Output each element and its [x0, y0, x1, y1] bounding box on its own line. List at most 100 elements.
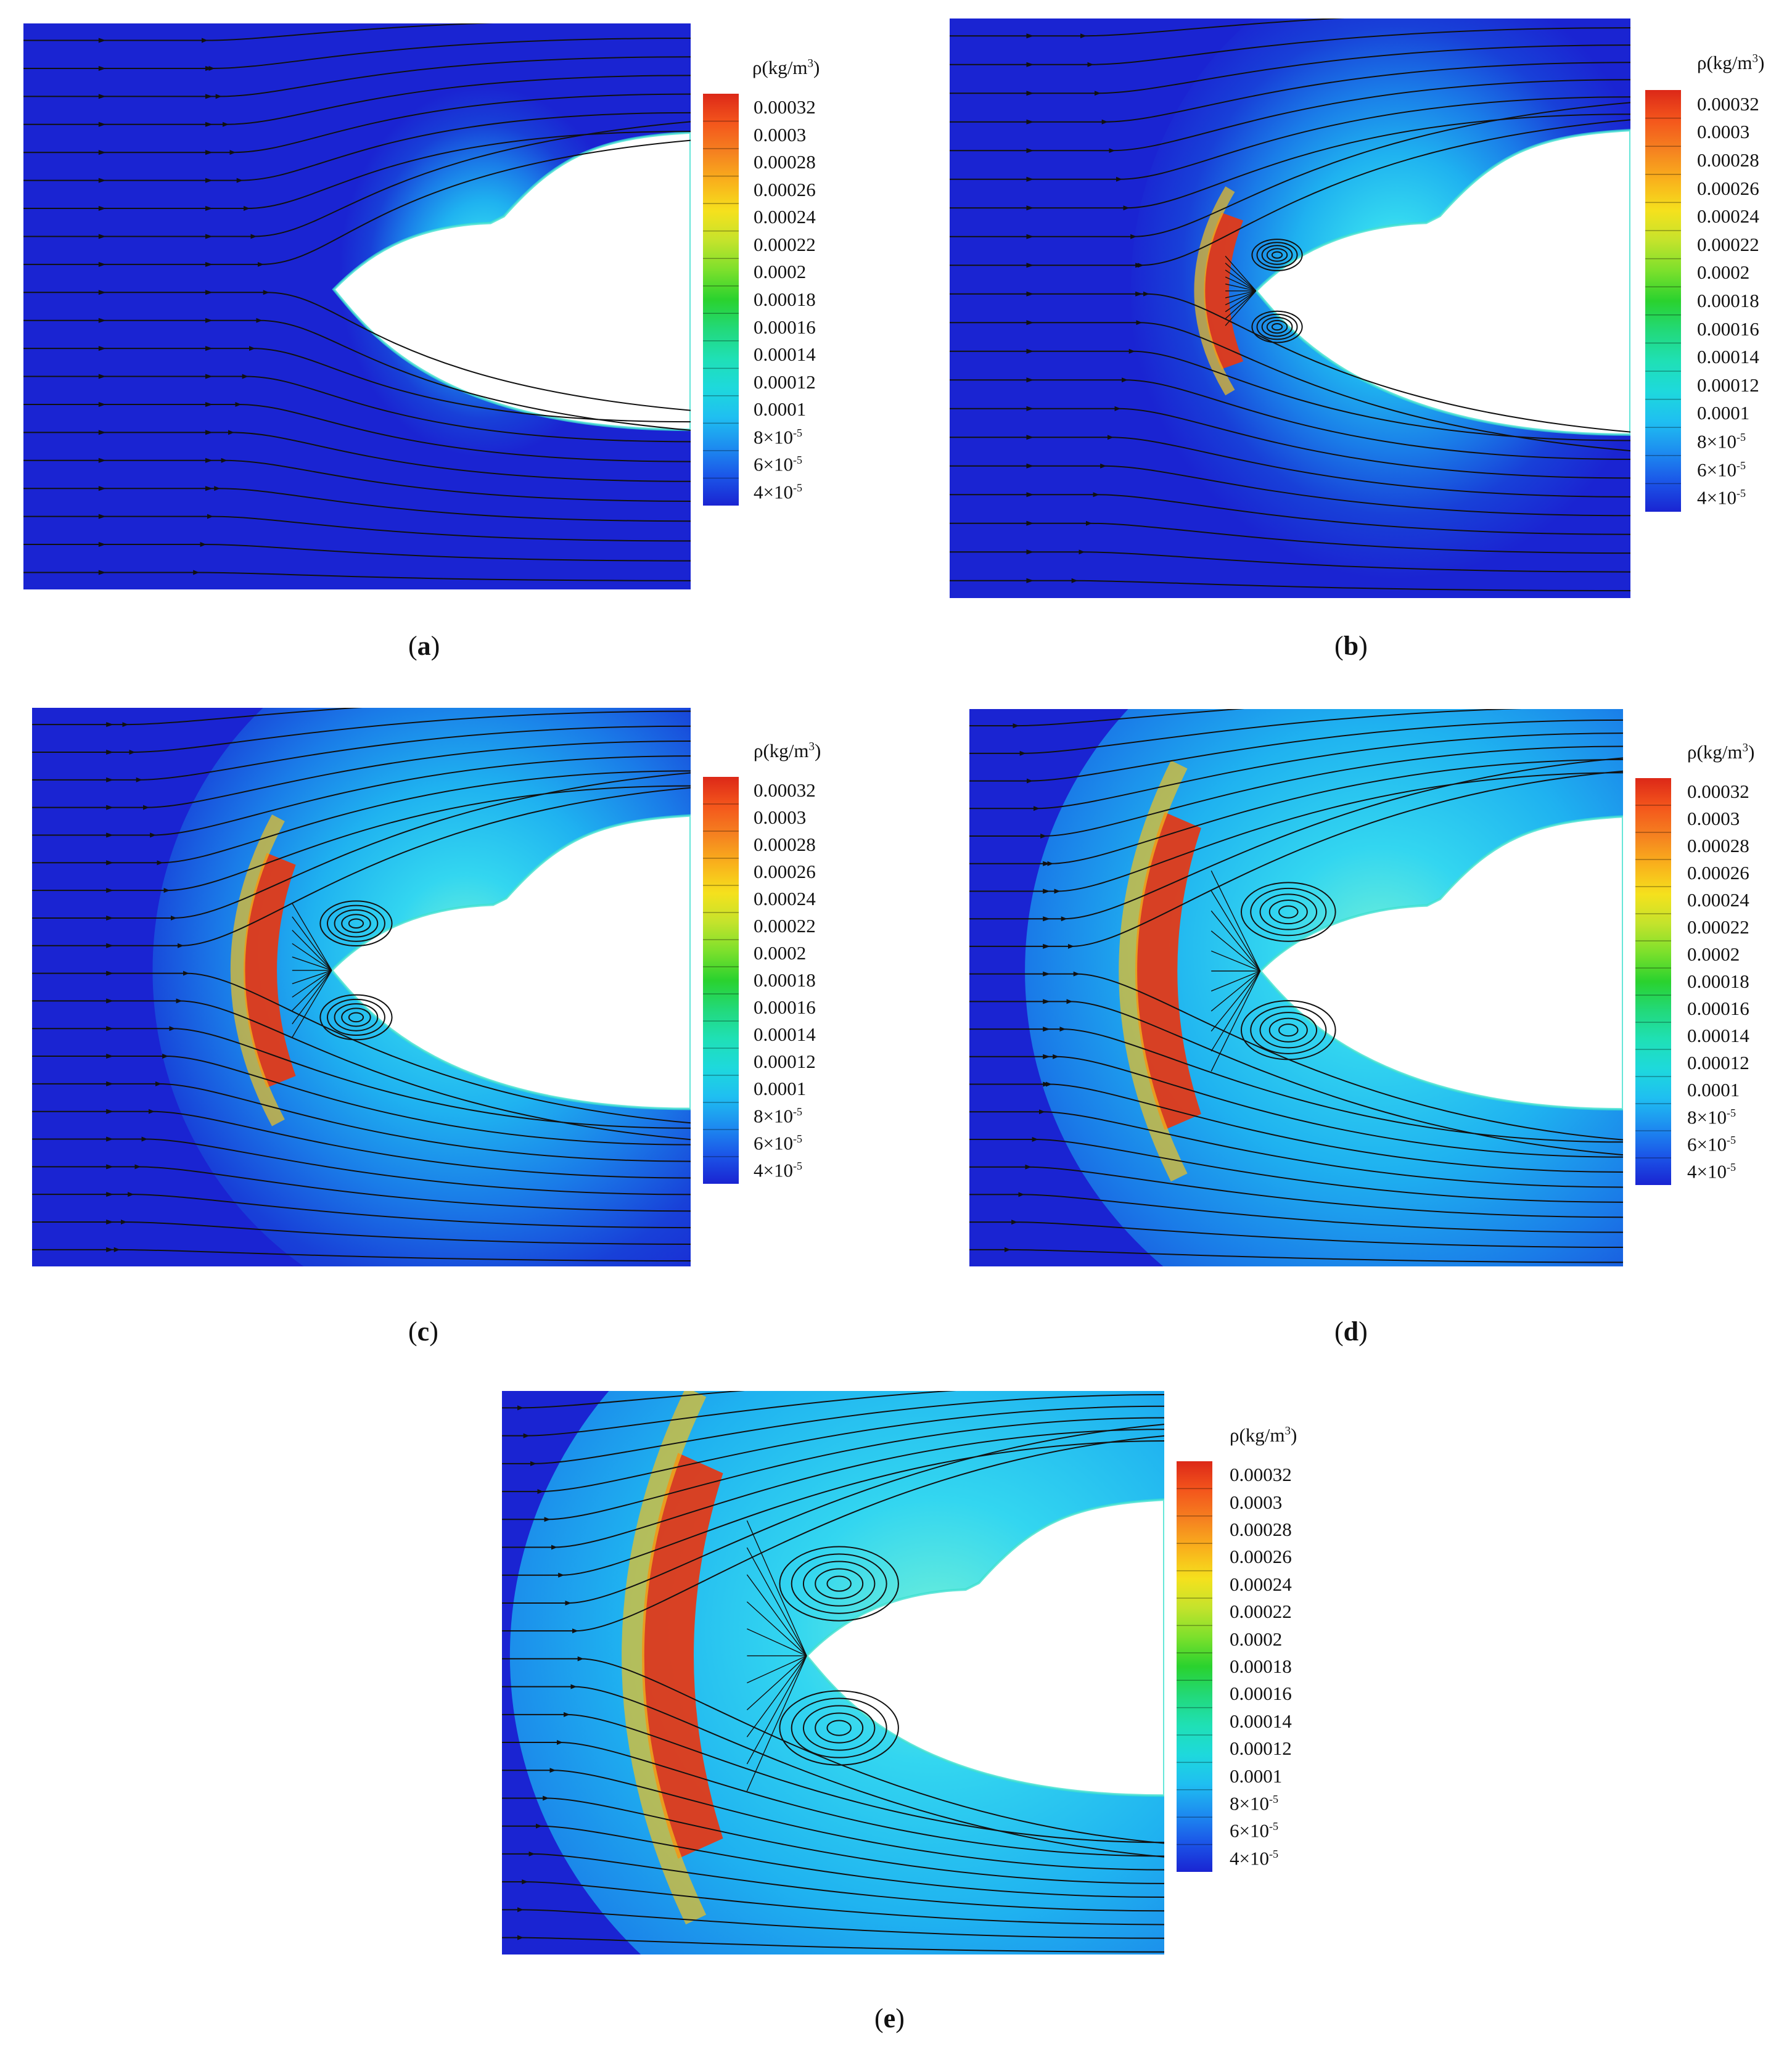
colorbar-tick-label: 0.00028	[1697, 149, 1759, 171]
colorbar-svg	[1635, 778, 1671, 1185]
converging-streamline	[292, 930, 332, 971]
converging-streamline	[746, 1547, 807, 1656]
streamline-arrow	[1043, 971, 1051, 977]
converging-streamline	[746, 1655, 807, 1737]
vortex-ring	[815, 1568, 864, 1599]
converging-streamline	[1225, 283, 1256, 292]
streamline-arrow	[98, 206, 106, 211]
panel-label: c	[417, 1316, 430, 1347]
colorbar-tick-label: 4×10-5	[1687, 1160, 1736, 1183]
colorbar-tick-label: 0.00022	[1697, 233, 1759, 255]
streamline	[32, 970, 691, 1124]
streamline	[950, 119, 1630, 268]
streamline	[950, 18, 1345, 39]
colorbar-tick-label: 0.0002	[754, 942, 807, 964]
colorbar-tick-label: 0.00024	[1697, 205, 1759, 228]
streamline	[969, 1136, 1623, 1203]
converging-streamline	[1225, 290, 1256, 298]
colorbar-tick-label: 0.00032	[1230, 1464, 1292, 1486]
streamline	[32, 1081, 691, 1162]
converging-streamline	[1210, 930, 1261, 972]
streamline	[950, 377, 1630, 460]
streamline-arrow	[1043, 916, 1051, 922]
colorbar-gradient	[1635, 778, 1671, 1185]
streamline-arrow	[106, 1247, 114, 1252]
vortex-ring	[326, 904, 385, 942]
streamline	[32, 1026, 691, 1129]
streamline	[23, 93, 691, 155]
panel-a	[23, 23, 691, 589]
streamline	[23, 121, 691, 239]
streamline	[23, 75, 691, 127]
streamline-arrow	[98, 150, 106, 155]
colorbar-tick-label: 0.00024	[1230, 1573, 1292, 1595]
colorbar-tick-label: 0.00024	[754, 888, 816, 909]
colorbar-tick-label: 6×10-5	[754, 453, 802, 475]
colorbar-tick-label: 0.0003	[1230, 1491, 1283, 1513]
vortex-ring	[341, 914, 371, 933]
panel-label: d	[1343, 1316, 1359, 1347]
streamline	[969, 1109, 1623, 1188]
body-cutout	[331, 815, 691, 1109]
panel-label: b	[1343, 631, 1359, 661]
streamline	[32, 1054, 691, 1146]
streamline	[502, 1417, 1164, 1522]
density-field-e	[502, 1391, 1164, 1955]
streamline-arrow	[1026, 435, 1034, 440]
boundary-layer	[805, 1498, 1164, 1797]
converging-streamline	[1210, 970, 1261, 1072]
vortex-ring	[1278, 905, 1299, 919]
panel-c	[32, 708, 691, 1266]
streamline	[23, 514, 691, 542]
streamline-arrow	[205, 346, 213, 351]
vortex-ring	[1250, 1006, 1327, 1054]
vortex-ring	[334, 1003, 379, 1032]
streamline	[23, 139, 691, 267]
band-halo	[622, 1391, 707, 1925]
panel-d	[969, 709, 1623, 1266]
colorbar-tick-label: 0.00028	[1687, 835, 1749, 856]
streamline	[950, 102, 1630, 239]
streamline	[32, 710, 691, 755]
streamline-arrow	[1026, 520, 1034, 526]
colorbar-svg	[703, 777, 739, 1184]
streamline-arrow	[106, 888, 114, 893]
colorbar-tick-label: 0.00012	[1687, 1052, 1749, 1073]
converging-streamline	[292, 956, 332, 971]
streamline-arrow	[205, 486, 213, 491]
colorbar-tick-label: 0.00024	[1687, 889, 1749, 911]
colorbar-tick-label: 0.00026	[1230, 1546, 1292, 1568]
streamline-arrow	[106, 832, 114, 838]
streamline	[502, 1394, 1164, 1466]
high-density-band	[642, 1453, 723, 1859]
streamline	[950, 435, 1630, 498]
streamline-arrow	[1026, 176, 1034, 182]
streamline	[32, 725, 691, 782]
colorbar-tick-label: 0.00012	[754, 1051, 816, 1072]
converging-streamline	[292, 970, 332, 985]
streamline-arrow	[106, 998, 114, 1004]
colorbar-tick-label: 0.00014	[754, 1023, 816, 1045]
converging-streamline	[1225, 290, 1257, 313]
streamline	[32, 740, 691, 810]
colorbar-tick-label: 0.00016	[1230, 1683, 1292, 1705]
converging-streamline	[292, 970, 332, 1011]
streamline	[23, 290, 691, 411]
colorbar-gradient	[1177, 1461, 1212, 1872]
streamline-arrow	[106, 1081, 114, 1086]
streamline	[502, 1935, 1164, 1953]
vortex-ring	[1268, 1017, 1308, 1043]
colorbar-tick-label: 0.0003	[1687, 808, 1740, 829]
streamline-arrow	[205, 206, 213, 211]
colorbar-tick-label: 0.00012	[1697, 374, 1759, 396]
vortex-ring	[1251, 239, 1303, 271]
streamline-arrow	[98, 542, 106, 548]
boundary-layer	[1259, 815, 1623, 1111]
streamline	[969, 757, 1623, 922]
vortex-ring	[1256, 242, 1298, 268]
streamline-arrow	[205, 261, 213, 267]
colorbar-e	[1177, 1461, 1212, 1872]
streamline-arrow	[1026, 263, 1034, 268]
streamline	[502, 1405, 1164, 1495]
streamline	[969, 709, 1523, 756]
